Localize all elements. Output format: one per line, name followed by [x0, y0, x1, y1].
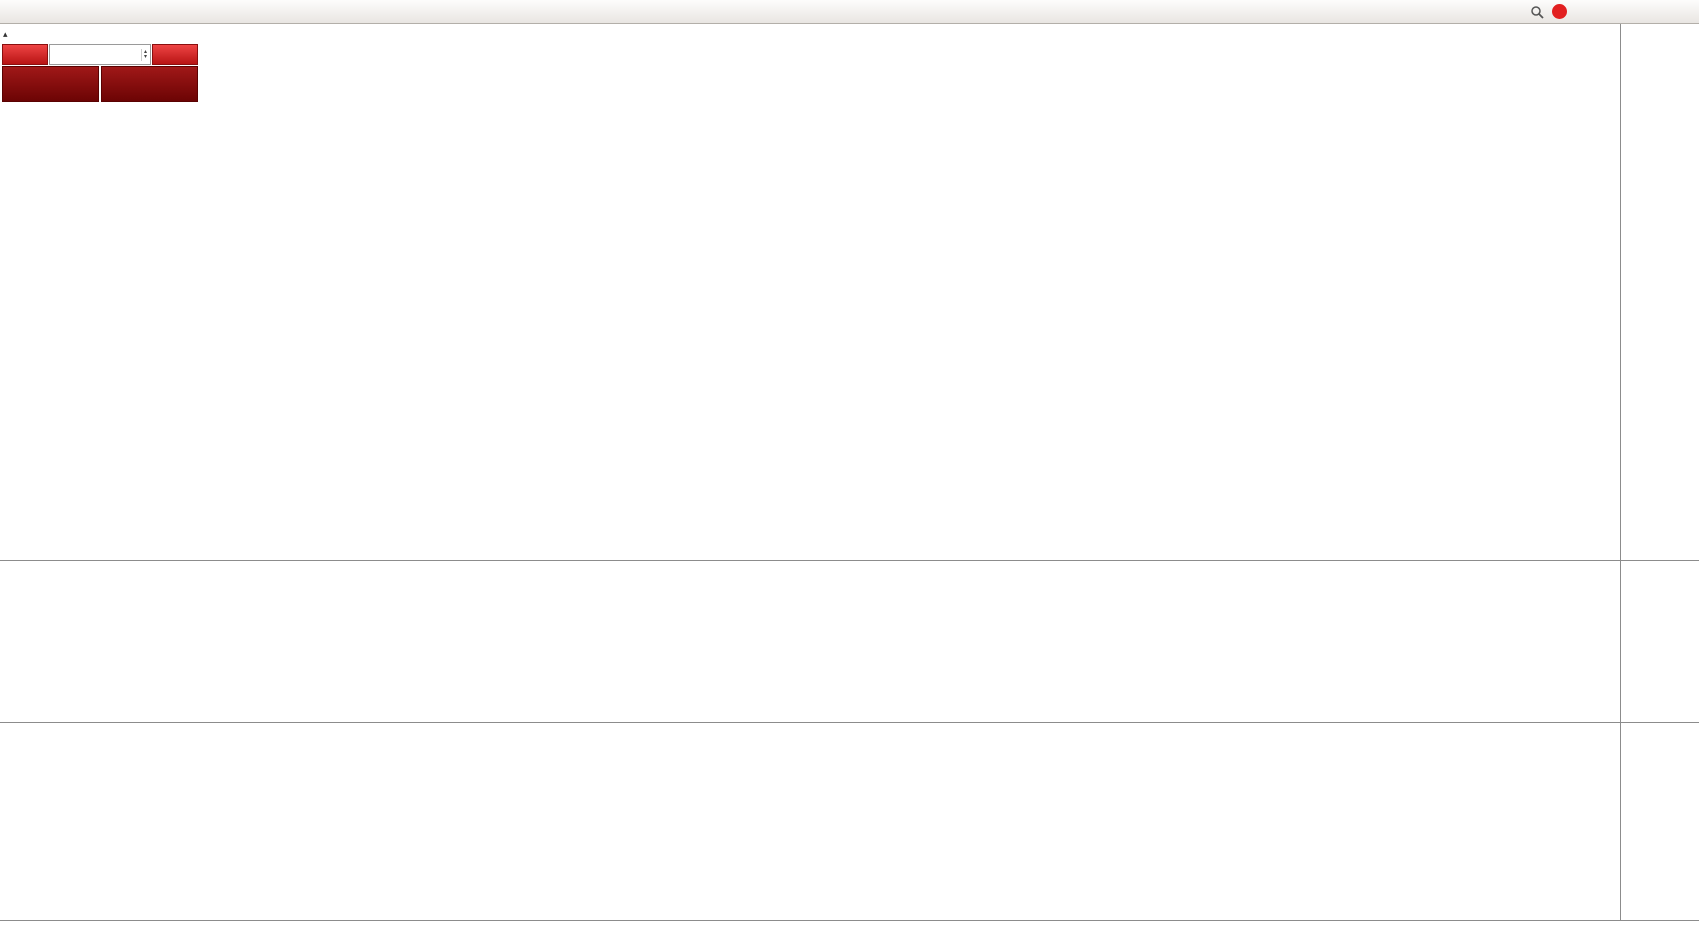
volume-spinner[interactable]	[140, 48, 149, 61]
macd-canvas[interactable]	[0, 561, 300, 711]
macd-panel	[0, 560, 1699, 722]
one-click-row-prices	[2, 66, 198, 102]
main-chart-panel: ▴	[0, 24, 1699, 560]
notification-badge[interactable]	[1552, 4, 1567, 19]
rsi-canvas[interactable]	[0, 723, 300, 873]
sell-button[interactable]	[2, 44, 48, 65]
toolbar	[0, 0, 1699, 24]
one-click-toggle[interactable]: ▴	[3, 29, 8, 39]
spinner-down-icon[interactable]	[144, 55, 147, 60]
rsi-axis[interactable]	[1620, 723, 1699, 920]
buy-button[interactable]	[152, 44, 198, 65]
rsi-panel	[0, 722, 1699, 920]
volume-input[interactable]	[49, 44, 151, 65]
price-axis[interactable]	[1620, 24, 1699, 560]
one-click-trading-panel	[2, 44, 198, 102]
toolbar-right	[1530, 4, 1567, 19]
one-click-row-buttons	[2, 44, 198, 65]
time-axis[interactable]	[0, 920, 1699, 945]
search-icon[interactable]	[1530, 5, 1544, 19]
macd-axis[interactable]	[1620, 561, 1699, 722]
ask-price-box[interactable]	[101, 66, 198, 102]
bid-price-box[interactable]	[2, 66, 99, 102]
